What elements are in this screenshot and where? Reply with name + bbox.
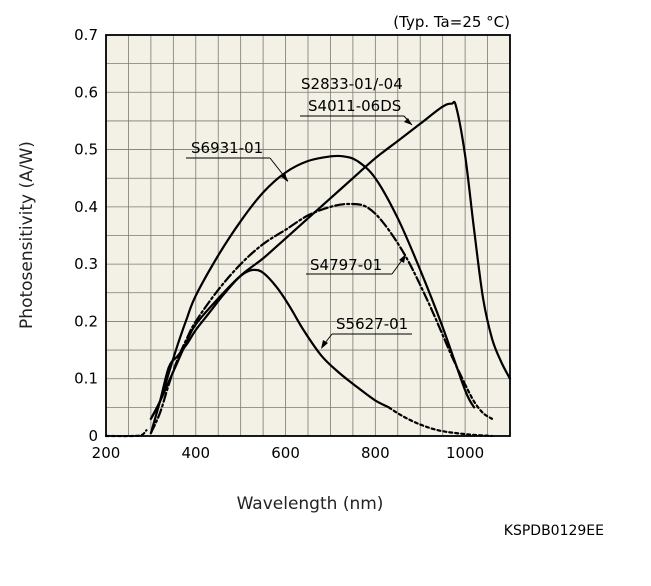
label-s2833-01-04: S2833-01/-04 — [301, 75, 403, 93]
x-tick-label: 200 — [92, 444, 121, 462]
x-tick-label: 800 — [361, 444, 390, 462]
label-s5627-01: S5627-01 — [336, 315, 408, 333]
y-tick-label: 0.5 — [74, 141, 98, 159]
label-s4011-06ds: S4011-06DS — [308, 97, 401, 115]
axis-ticks: 200 400 600 800 1000 0 0.1 0.2 0.3 0.4 0.5 0.6 0.7 — [74, 26, 484, 462]
y-axis-label: Photosensitivity (A/W) — [17, 141, 37, 329]
document-code: KSPDB0129EE — [504, 523, 604, 539]
y-tick-label: 0.1 — [74, 370, 98, 388]
leader-arrow-icon — [280, 173, 288, 182]
series-line-s4797-01-extension — [464, 383, 494, 420]
leader-arrow-icon — [399, 254, 406, 263]
series-label-s4797: S4797-01 — [306, 254, 406, 275]
leader-arrow-icon — [321, 340, 328, 349]
grid-lines — [106, 35, 510, 436]
series-line-s5627-01-extension — [387, 406, 494, 438]
y-tick-label: 0.3 — [74, 255, 98, 273]
x-tick-label: 400 — [181, 444, 210, 462]
series-line-s6931-01 — [149, 154, 476, 420]
x-axis-label: Wavelength (nm) — [237, 494, 384, 514]
x-tick-label: 1000 — [446, 444, 484, 462]
series-label-s2833-s4011: S2833-01/-04 S4011-06DS — [300, 75, 413, 126]
y-tick-label: 0.4 — [74, 198, 98, 216]
x-tick-label: 600 — [271, 444, 300, 462]
label-s6931-01: S6931-01 — [191, 139, 263, 157]
y-tick-label: 0.7 — [74, 26, 98, 44]
series-lines — [104, 100, 512, 438]
y-tick-label: 0.6 — [74, 83, 98, 101]
conditions-note: (Typ. Ta=25 °C) — [393, 13, 510, 31]
series-label-s6931: S6931-01 — [186, 139, 289, 182]
series-line-s5627-01 — [149, 268, 390, 435]
y-tick-label: 0 — [88, 427, 98, 445]
series-line-s4797-01 — [149, 202, 467, 435]
label-s4797-01: S4797-01 — [310, 256, 382, 274]
series-label-s5627: S5627-01 — [321, 315, 412, 349]
series-line-s2833-01-04-s4011-06ds — [149, 100, 512, 420]
y-tick-label: 0.2 — [74, 312, 98, 330]
leader-arrow-icon — [404, 118, 412, 125]
plot-frame — [105, 34, 511, 437]
